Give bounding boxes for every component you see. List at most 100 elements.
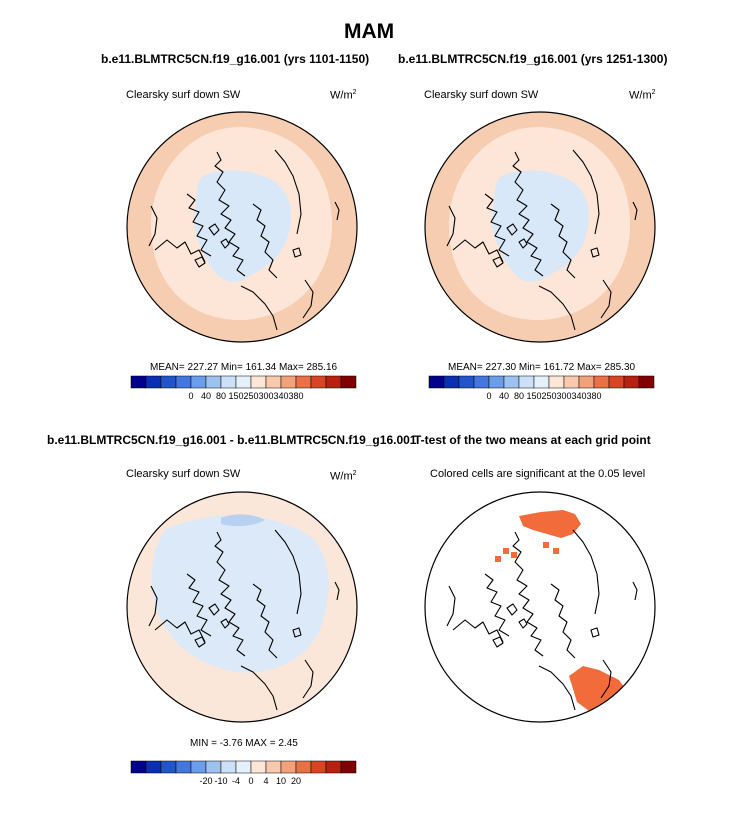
map-fill [127, 112, 357, 342]
colorbar-swatch-14 [325, 760, 342, 774]
colorbar-tick-label: 380 [586, 391, 601, 401]
colorbar-swatch-9 [250, 760, 267, 774]
colorbar-tick-label: 4 [263, 776, 268, 786]
colorbar-swatch-14 [325, 375, 342, 389]
colorbar-swatch-8 [533, 375, 550, 389]
map-panel-1 [126, 111, 358, 343]
map-panel-2 [424, 111, 656, 343]
map-border [126, 491, 358, 723]
island-5 [334, 201, 340, 221]
island-1 [208, 223, 220, 236]
island-2 [220, 618, 230, 629]
coastline-7 [148, 205, 158, 247]
colorbar-swatch-8 [235, 375, 252, 389]
island-3 [194, 636, 206, 648]
colorbar-swatch-4 [473, 375, 490, 389]
panel-2-stats: MEAN= 227.30 Min= 161.72 Max= 285.30 [448, 362, 636, 373]
coastline-2 [186, 573, 212, 637]
island-5 [632, 581, 638, 601]
colorbar-swatch-1 [130, 760, 147, 774]
colorbar-tick-label: 340 [273, 391, 288, 401]
colorbar-swatch-2 [443, 375, 460, 389]
coastline-4 [154, 239, 206, 263]
colorbar-panel-2: 0 40 80 150 250 300 340 380 [428, 375, 655, 401]
island-2 [518, 618, 528, 629]
colorbar-tick-label: 300 [556, 391, 571, 401]
colorbar-swatch-10 [265, 375, 282, 389]
panel-3-units-base: W/m [330, 470, 353, 483]
coastline-5 [274, 529, 302, 615]
island-4 [292, 627, 302, 638]
colorbar-swatch-3 [160, 375, 177, 389]
coastlines [148, 149, 340, 331]
colorbar-tick-label: 20 [291, 776, 301, 786]
colorbar-swatch-7 [220, 375, 237, 389]
island-3 [194, 256, 206, 268]
colorbar-swatch-13 [310, 375, 327, 389]
panel-3-units: W/m2 [330, 470, 357, 483]
signif-cell-2 [511, 552, 517, 558]
signif-cluster-north [519, 510, 581, 538]
colorbar-swatch-4 [175, 375, 192, 389]
panel-1-units-base: W/m [330, 89, 353, 102]
colorbar-swatch-15 [638, 375, 655, 389]
island-2 [518, 238, 528, 249]
colorbar-swatch-9 [548, 375, 565, 389]
diff-cool-fill [151, 515, 329, 673]
colorbar-swatch-10 [265, 760, 282, 774]
colorbar-swatch-12 [295, 760, 312, 774]
colorbar-tick-label: -4 [232, 776, 240, 786]
island-3 [492, 256, 504, 268]
panel-1-stats: MEAN= 227.27 Min= 161.34 Max= 285.16 [150, 362, 338, 373]
signif-cell-1 [503, 548, 509, 554]
coastline-4 [452, 619, 504, 643]
colorbar-swatch-1 [130, 375, 147, 389]
coastline-7 [148, 585, 158, 627]
coastline-6 [538, 285, 576, 331]
colorbar-swatch-7 [518, 375, 535, 389]
coastline-2 [484, 573, 510, 637]
map-background [425, 492, 655, 722]
island-3 [492, 636, 504, 648]
map-border [424, 111, 656, 343]
colorbar-tick-label: 40 [499, 391, 509, 401]
coastline-6 [538, 665, 576, 711]
coastline-6 [240, 665, 278, 711]
map-panel-4 [424, 491, 656, 723]
colorbar-swatch-5 [190, 760, 207, 774]
coastline-1 [512, 151, 544, 277]
coastline-3 [252, 583, 278, 659]
panel-4-note: Colored cells are significant at the 0.0… [430, 468, 646, 480]
coastline-1 [214, 531, 246, 657]
coastline-7 [446, 205, 456, 247]
coastlines [446, 529, 638, 711]
coastlines [148, 529, 340, 711]
map-border [424, 491, 656, 723]
coastline-4 [154, 619, 206, 643]
colorbar-panel-3: -20 -10 -4 0 4 10 20 [130, 760, 357, 786]
coastline-3 [550, 583, 576, 659]
colorbar-swatch-14 [623, 375, 640, 389]
coastline-4 [452, 239, 504, 263]
figure-title: MAM [344, 20, 395, 43]
island-1 [208, 603, 220, 616]
coastline-5 [274, 149, 302, 235]
colorbar-tick-label: 380 [288, 391, 303, 401]
colorbar-tick-label: 40 [201, 391, 211, 401]
island-1 [506, 223, 518, 236]
map-border [126, 111, 358, 343]
colorbar-swatch-8 [235, 760, 252, 774]
colorbar-tick-label: 150 [526, 391, 541, 401]
map-fill [127, 492, 357, 722]
island-4 [590, 627, 600, 638]
coastline-8 [600, 659, 612, 699]
coastline-5 [572, 149, 600, 235]
panel-1-units: W/m2 [330, 89, 357, 102]
colorbar-tick-label: 0 [486, 391, 491, 401]
coastline-7 [446, 585, 456, 627]
coastline-2 [484, 193, 510, 257]
coastline-3 [252, 203, 278, 279]
colorbar-tick-label: 250 [243, 391, 258, 401]
panel-1-units-exp: 2 [352, 89, 357, 96]
coastline-3 [550, 203, 576, 279]
